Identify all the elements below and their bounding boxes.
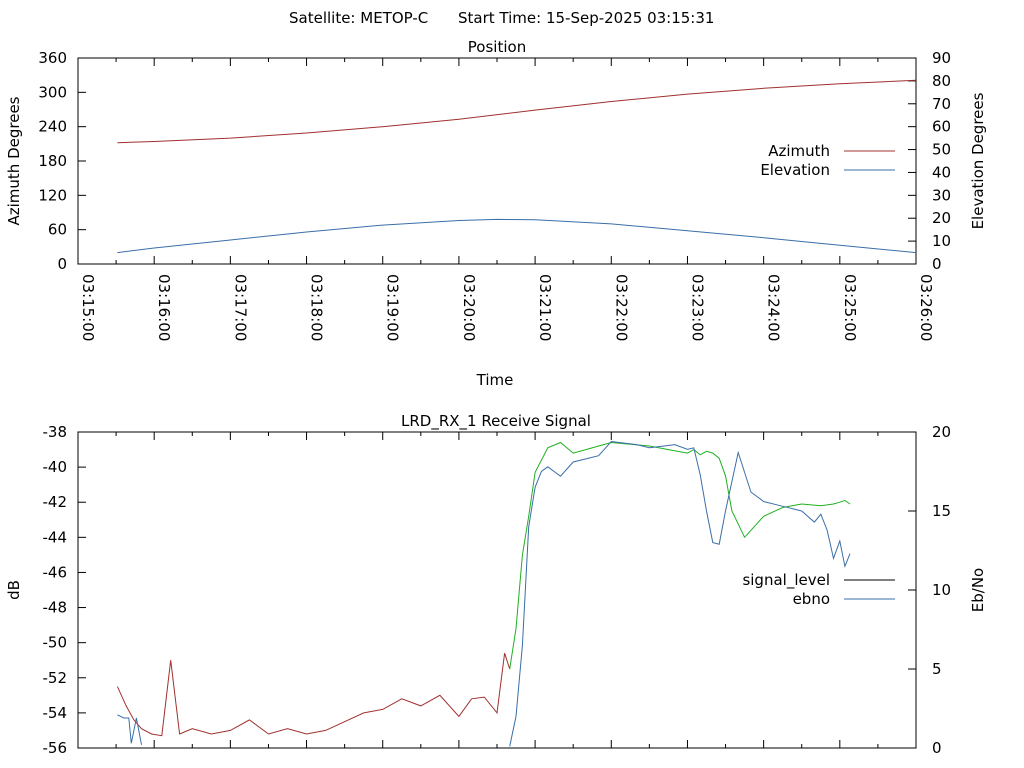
signal-ytick-label: -44 [43,528,68,546]
signal-ytick-label: -52 [43,669,68,687]
position-chart: Position Azimuth Degrees Elevation Degre… [5,38,987,389]
position-ytick-label: 300 [38,83,67,101]
position-xtick-label: 03:15:00 [79,274,97,341]
signal-ytick-label: -48 [43,599,68,617]
position-xtick-label: 03:24:00 [765,274,783,341]
position-xtick-label: 03:22:00 [612,274,630,341]
position-y2tick-label: 80 [932,72,951,90]
position-chart-title: Position [468,38,526,56]
signal-y2tick-label: 10 [932,581,951,599]
position-y2tick-label: 0 [932,255,942,273]
position-series [117,79,917,254]
legend-ebno-label: ebno [793,590,830,608]
time-axis-label: Time [476,371,514,389]
db-axis-label: dB [5,580,23,600]
position-y2tick-label: 90 [932,49,951,67]
azimuth-axis-label: Azimuth Degrees [5,96,23,225]
signal-y2tick-label: 15 [932,502,951,520]
signal-ytick-label: -42 [43,493,68,511]
signal-ytick-label: -38 [43,423,68,441]
signal-y2tick-label: 0 [932,739,942,757]
series-ebno-locked-line [509,440,851,747]
position-y2tick-label: 20 [932,209,951,227]
position-xtick-label: 03:16:00 [155,274,173,341]
position-xtick-label: 03:19:00 [384,274,402,341]
legend-signal-level-label: signal_level [742,571,830,590]
position-y2tick-label: 10 [932,232,951,250]
signal-chart: LRD_RX_1 Receive Signal dB Eb/No -56-54-… [5,412,987,757]
satellite-label: Satellite: METOP-C [289,9,428,27]
position-axes: 0 60 120 180 240 300 360 0 10 20 30 40 50 60 70 80 90 03:… [38,49,951,341]
legend-elevation-label: Elevation [760,161,830,179]
series-ebno-line [117,714,142,745]
position-xtick-label: 03:18:00 [308,274,326,341]
position-y2tick-label: 60 [932,118,951,136]
elevation-axis-label: Elevation Degrees [969,92,987,229]
series-signal-level-line [116,653,511,737]
legend-azimuth-label: Azimuth [768,142,830,160]
position-y2tick-label: 70 [932,95,951,113]
position-xtick-label: 03:25:00 [841,274,859,341]
series-azimuth-line [117,79,917,144]
signal-ytick-label: -40 [43,458,68,476]
position-y2tick-label: 50 [932,141,951,159]
position-ytick-label: 0 [57,255,67,273]
position-y2tick-label: 30 [932,186,951,204]
ebno-axis-label: Eb/No [969,568,987,612]
position-ytick-label: 120 [38,186,67,204]
signal-ytick-label: -54 [43,704,68,722]
position-ytick-label: 240 [38,118,67,136]
position-xtick-label: 03:26:00 [917,274,935,341]
position-xtick-label: 03:21:00 [536,274,554,341]
signal-series [116,440,851,747]
start-time-label: Start Time: 15-Sep-2025 03:15:31 [458,9,714,27]
position-xtick-label: 03:17:00 [231,274,249,341]
position-legend: Azimuth Elevation [760,142,895,179]
signal-chart-title: LRD_RX_1 Receive Signal [401,412,591,431]
signal-legend: signal_level ebno [742,571,895,608]
signal-ytick-label: -56 [43,739,68,757]
signal-axes: -56 -54 -52 -50 -48 -46 -44 -42 -40 -38 0 5 10 15 20 [43,423,952,757]
position-ytick-label: 180 [38,152,67,170]
position-xtick-label: 03:20:00 [460,274,478,341]
series-elevation-line [117,218,917,254]
signal-ytick-label: -46 [43,563,68,581]
position-xtick-label: 03:23:00 [688,274,706,341]
signal-y2tick-label: 20 [932,423,951,441]
signal-plot-frame [77,431,917,749]
position-y2tick-label: 40 [932,163,951,181]
position-ytick-label: 360 [38,49,67,67]
signal-y2tick-label: 5 [932,660,942,678]
position-ytick-label: 60 [48,221,67,239]
signal-ytick-label: -50 [43,634,68,652]
